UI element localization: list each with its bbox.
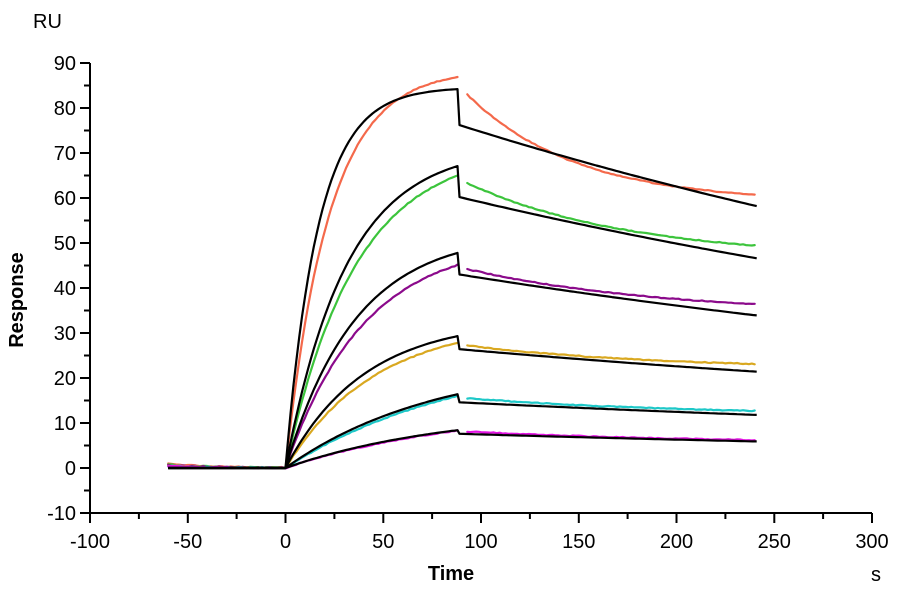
x-tick-label: 0 xyxy=(280,531,291,553)
trace-yellow xyxy=(167,341,756,470)
fit-magenta xyxy=(168,429,757,470)
y-tick-label: 0 xyxy=(65,458,76,480)
y-tick-label: 50 xyxy=(54,233,76,255)
x-tick-label: 50 xyxy=(372,531,394,553)
axes xyxy=(80,62,873,523)
trace-green xyxy=(167,174,756,470)
y-tick-label: 10 xyxy=(54,413,76,435)
y-tick-label: 90 xyxy=(54,53,76,75)
y-tick-label: 30 xyxy=(54,323,76,345)
y-axis-unit-label: RU xyxy=(33,11,62,33)
fit-purple xyxy=(168,251,757,470)
fit-red xyxy=(168,88,757,470)
x-axis-unit-label: s xyxy=(871,564,881,586)
fit-cyan xyxy=(168,393,757,470)
x-axis-title: Time xyxy=(427,563,475,585)
fit-traces xyxy=(168,88,757,470)
minor-ticks xyxy=(84,84,825,519)
x-tick-label: 150 xyxy=(562,531,595,553)
y-tick-label: 80 xyxy=(54,98,76,120)
fit-yellow xyxy=(168,335,757,470)
x-tick-label: 250 xyxy=(758,531,791,553)
trace-cyan xyxy=(167,394,756,470)
y-tick-label: 20 xyxy=(54,368,76,390)
x-tick-label: 200 xyxy=(660,531,693,553)
x-tick-label: -100 xyxy=(70,531,110,553)
trace-magenta xyxy=(167,429,756,470)
y-tick-label: 40 xyxy=(54,278,76,300)
x-tick-label: 300 xyxy=(855,531,888,553)
y-tick-label: 60 xyxy=(54,188,76,210)
x-tick-label: 100 xyxy=(464,531,497,553)
y-tick-label: 70 xyxy=(54,143,76,165)
fit-green xyxy=(168,165,757,470)
y-tick-label: -10 xyxy=(47,503,76,525)
y-axis-title: Response xyxy=(6,252,28,348)
x-tick-label: -50 xyxy=(173,531,202,553)
measured-traces xyxy=(167,75,756,470)
major-ticks xyxy=(80,62,873,523)
